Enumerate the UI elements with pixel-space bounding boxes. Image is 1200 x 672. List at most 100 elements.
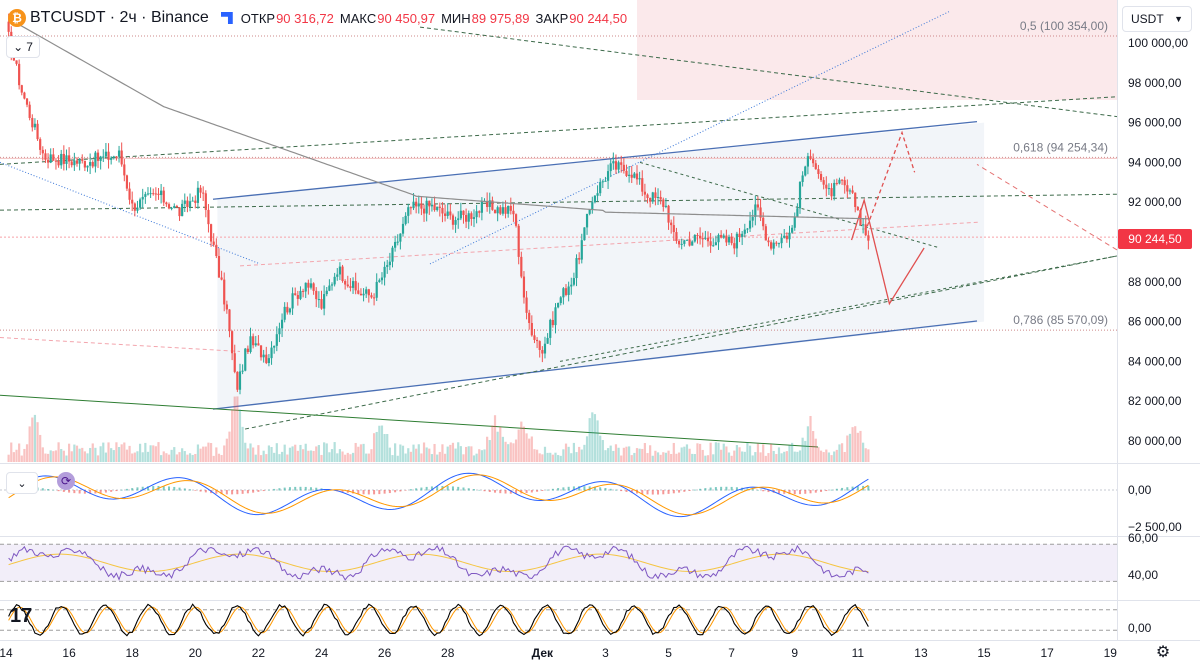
channel-fill [217,122,985,410]
candle-body [181,203,184,217]
volume-bar [701,449,704,462]
macd-histogram-bar [693,489,696,491]
macd-histogram-bar [168,486,171,491]
macd-histogram-bar [751,489,754,491]
volume-bar [407,448,410,462]
volume-bar [388,447,391,462]
volume-bar [288,447,292,462]
candle-body [144,194,147,197]
macd-histogram-bar [430,486,433,491]
pane-collapse-button[interactable]: ⌄ [6,472,38,494]
volume-bar [854,426,857,462]
candle-body [767,240,770,243]
volume-bar [580,449,583,462]
volume-bar [304,443,307,462]
macd-histogram-bar [362,490,365,495]
macd-histogram-bar [756,489,759,491]
volume-bar [433,443,436,462]
volume-bar [851,427,854,462]
volume-bar [62,450,65,462]
macd-histogram-bar [204,490,207,493]
macd-histogram-bar [657,490,660,495]
chevron-down-icon: ⌄ [17,477,27,490]
volume-bar [712,454,715,462]
macd-histogram-bar [409,489,412,491]
volume-bar [99,446,102,462]
candle-body [436,206,439,211]
candle-body [564,288,568,295]
candle-body [806,156,809,167]
indicators-toggle[interactable]: ⌄ 7 [6,36,40,58]
volume-bar [704,455,707,462]
settings-icon[interactable]: ⚙ [1155,644,1171,661]
candle-body [583,227,586,241]
candle-body [7,21,10,32]
macd-histogram-bar [394,490,397,493]
volume-bar [867,449,870,462]
volume-bar [599,435,602,462]
macd-histogram-bar [825,490,828,492]
volume-bar [160,455,163,462]
volume-bar [165,453,168,462]
volume-bar [123,442,126,462]
time-tick-label: 24 [315,646,329,660]
volume-bar [420,453,423,462]
volume-bar [549,452,552,462]
volume-bar [635,448,639,462]
macd-histogram-bar [515,490,518,494]
macd-histogram-bar [141,486,144,491]
volume-bar [591,412,594,462]
candle-body [212,241,215,245]
volume-bar [283,444,286,462]
volume-bar [593,414,597,462]
macd-histogram-bar [99,490,102,494]
macd-histogram-bar [373,490,376,495]
candle-body [454,220,457,225]
macd-histogram-bar [720,486,723,491]
candle-body [796,208,799,217]
candle-body [149,193,152,195]
candle-body [412,201,415,209]
volume-bar [614,444,618,462]
candle-body [522,276,526,298]
candle-body [606,171,610,181]
currency-button[interactable]: USDT ▼ [1122,6,1192,32]
volume-bar [562,449,565,462]
candle-body [325,290,328,295]
candle-body [167,204,171,209]
candle-body [622,164,625,171]
volume-bar [199,448,202,462]
candle-body [120,150,123,165]
volume-bar [125,449,129,462]
volume-bar [664,452,668,462]
refresh-icon[interactable]: ⟳ [57,472,75,490]
volume-bar [693,454,696,462]
macd-histogram-bar [788,490,791,495]
volume-bar [404,453,407,462]
symbol-title[interactable]: BTCUSDT · 2ч · Binance [30,9,209,26]
candle-body [430,204,434,207]
volume-bar [572,442,575,462]
macd-histogram-bar [799,490,802,495]
macd-histogram-bar [415,488,418,491]
volume-bar [36,422,39,462]
volume-bar [567,446,570,462]
candle-body [812,158,815,164]
candle-body [764,226,767,241]
volume-bar [430,454,434,462]
volume-bar [330,449,334,462]
candle-body [154,193,157,195]
candle-body [160,190,163,196]
macd-histogram-bar [367,490,370,495]
candle-body [375,281,378,298]
volume-bar [91,443,94,462]
volume-bar [806,426,809,462]
volume-bar [438,451,441,462]
volume-bar [12,452,15,462]
volume-bar [801,437,804,462]
volume-bar [217,453,221,462]
candle-body [470,213,473,219]
candle-body [528,312,531,324]
candle-body [462,210,465,216]
